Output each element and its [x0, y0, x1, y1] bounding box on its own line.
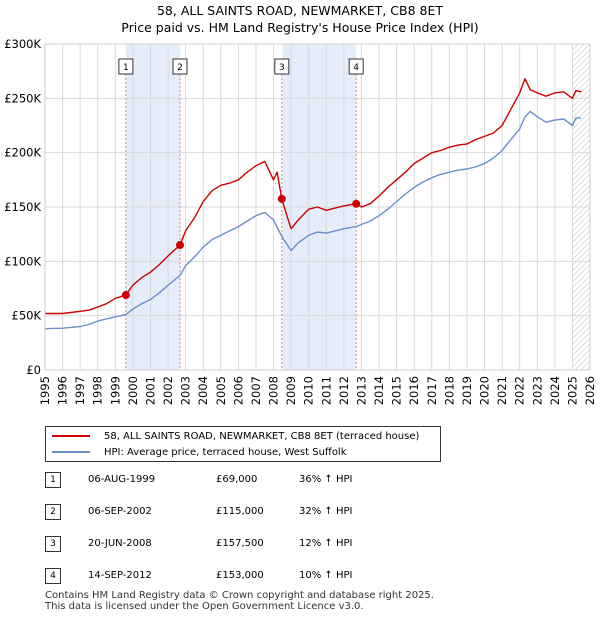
sale-price: £157,500 [216, 538, 264, 549]
x-tick-label: 2007 [249, 376, 263, 405]
sale-price: £115,000 [216, 506, 264, 517]
x-tick-label: 2001 [143, 376, 157, 405]
x-tick-label: 2000 [126, 376, 140, 405]
chart-title: 58, ALL SAINTS ROAD, NEWMARKET, CB8 8ET [156, 3, 444, 18]
y-tick-label: £150K [4, 200, 41, 214]
x-tick-label: 2009 [284, 376, 298, 405]
sale-date: 06-AUG-1999 [88, 474, 156, 485]
sale-marker-label: 1 [123, 63, 129, 73]
x-tick-label: 2015 [390, 376, 404, 405]
plot-frame [44, 43, 591, 371]
legend: 58, ALL SAINTS ROAD, NEWMARKET, CB8 8ET … [45, 426, 441, 462]
footer-notice: Contains HM Land Registry data © Crown c… [45, 590, 434, 612]
sale-marker-box [172, 58, 188, 75]
hpi-line [44, 110, 582, 330]
sale-hpi-change: 36% ↑ HPI [299, 474, 353, 485]
x-tick-label: 2023 [530, 376, 544, 405]
y-tick-label: £100K [4, 254, 41, 268]
sale-number-badge: 4 [45, 568, 61, 584]
sale-hpi-change: 10% ↑ HPI [299, 570, 353, 581]
x-tick-label: 2010 [302, 376, 316, 405]
sale-number-badge: 3 [45, 536, 61, 552]
sale-number-badge: 1 [45, 472, 61, 488]
x-tick-label: 2017 [425, 376, 439, 405]
sale-number-badge: 2 [45, 504, 61, 520]
y-tick-label: £250K [4, 91, 41, 105]
y-tick-label: £300K [4, 37, 41, 51]
sale-price: £153,000 [216, 570, 264, 581]
x-tick-label: 2012 [337, 376, 351, 405]
sale-marker-label: 2 [177, 63, 183, 73]
x-tick-label: 2026 [583, 376, 597, 405]
sale-row: 3 20-JUN-2008 £157,500 12% ↑ HPI [45, 536, 445, 554]
x-tick-label: 1999 [108, 376, 122, 405]
y-tick-label: £200K [4, 146, 41, 160]
x-tick-label: 2003 [179, 376, 193, 405]
x-tick-label: 2024 [548, 376, 562, 405]
x-tick-label: 2014 [372, 376, 386, 405]
x-tick-label: 1996 [56, 376, 70, 405]
chart-subtitle: Price paid vs. HM Land Registry's House … [121, 20, 479, 35]
legend-label-hpi: HPI: Average price, terraced house, West… [104, 446, 347, 458]
sale-date: 20-JUN-2008 [88, 538, 152, 549]
sale-hpi-change: 12% ↑ HPI [299, 538, 353, 549]
y-tick-label: £0 [26, 363, 41, 377]
footer-copyright: Contains HM Land Registry data © Crown c… [45, 590, 434, 601]
x-tick-label: 2022 [513, 376, 527, 405]
x-tick-label: 1997 [73, 376, 87, 405]
y-tick-label: £50K [12, 309, 42, 323]
sale-marker-label: 3 [279, 63, 285, 73]
legend-label-property: 58, ALL SAINTS ROAD, NEWMARKET, CB8 8ET … [104, 430, 420, 442]
sale-point [121, 291, 130, 300]
sale-point [176, 241, 185, 250]
legend-swatch-property [52, 435, 90, 437]
sale-hpi-change: 32% ↑ HPI [299, 506, 353, 517]
x-tick-label: 2018 [442, 376, 456, 405]
sale-marker-box [274, 58, 290, 75]
sale-point [277, 194, 286, 203]
legend-item-hpi: HPI: Average price, terraced house, West… [52, 444, 347, 460]
property-price-line [45, 78, 582, 315]
sale-marker-label: 4 [353, 63, 359, 73]
sale-date: 14-SEP-2012 [88, 570, 152, 581]
x-tick-label: 2004 [196, 376, 210, 405]
x-tick-label: 2008 [267, 376, 281, 405]
sale-marker-box [348, 58, 364, 75]
x-tick-label: 2006 [231, 376, 245, 405]
legend-item-property: 58, ALL SAINTS ROAD, NEWMARKET, CB8 8ET … [52, 428, 419, 444]
x-tick-label: 2019 [460, 376, 474, 405]
sale-row: 4 14-SEP-2012 £153,000 10% ↑ HPI [45, 568, 445, 586]
sale-marker-box [118, 58, 134, 75]
legend-swatch-hpi [52, 451, 90, 453]
sale-price: £69,000 [216, 474, 258, 485]
x-tick-label: 2016 [407, 376, 421, 405]
sale-point [352, 199, 361, 208]
sale-date: 06-SEP-2002 [88, 506, 152, 517]
x-tick-label: 2005 [214, 376, 228, 405]
x-tick-label: 2002 [161, 376, 175, 405]
x-tick-label: 2025 [565, 376, 579, 405]
x-tick-label: 1995 [38, 376, 52, 405]
x-tick-label: 2021 [495, 376, 509, 405]
x-tick-label: 2011 [319, 376, 333, 405]
sale-row: 1 06-AUG-1999 £69,000 36% ↑ HPI [45, 472, 445, 490]
footer-licence: This data is licensed under the Open Gov… [45, 601, 364, 612]
x-tick-label: 2013 [354, 376, 368, 405]
sale-row: 2 06-SEP-2002 £115,000 32% ↑ HPI [45, 504, 445, 522]
x-tick-label: 2020 [478, 376, 492, 405]
x-tick-label: 1998 [91, 376, 105, 405]
